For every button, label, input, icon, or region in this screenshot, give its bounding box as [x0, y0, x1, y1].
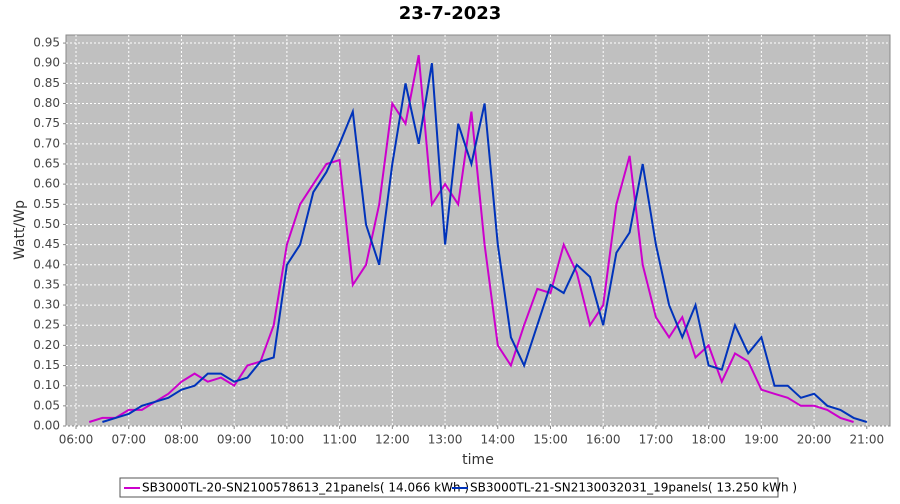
y-tick-label: 0.10 [33, 378, 60, 392]
legend-label: SB3000TL-21-SN2130032031_19panels( 13.25… [470, 481, 797, 495]
y-tick-label: 0.90 [33, 56, 60, 70]
y-tick-label: 0.20 [33, 338, 60, 352]
x-tick-label: 12:00 [375, 433, 410, 447]
y-tick-label: 0.05 [33, 398, 60, 412]
y-axis-label: Watt/Wp [12, 200, 28, 260]
series-line [88, 55, 854, 423]
x-tick-label: 07:00 [111, 433, 146, 447]
x-tick-label: 20:00 [797, 433, 832, 447]
y-tick-label: 0.45 [33, 237, 60, 251]
x-tick-label: 18:00 [691, 433, 726, 447]
y-tick-label: 0.80 [33, 96, 60, 110]
y-tick-label: 0.30 [33, 298, 60, 312]
series-line [102, 63, 868, 423]
y-tick-label: 0.95 [33, 36, 60, 50]
y-tick-label: 0.50 [33, 217, 60, 231]
y-tick-label: 0.55 [33, 197, 60, 211]
y-tick-label: 0.40 [33, 257, 60, 271]
chart-title: 23-7-2023 [399, 3, 502, 24]
x-tick-label: 14:00 [480, 433, 515, 447]
x-tick-label: 06:00 [59, 433, 94, 447]
y-tick-label: 0.25 [33, 318, 60, 332]
y-tick-label: 0.60 [33, 177, 60, 191]
x-tick-label: 16:00 [586, 433, 621, 447]
x-tick-label: 21:00 [850, 433, 885, 447]
y-tick-label: 0.75 [33, 116, 60, 130]
x-tick-label: 11:00 [322, 433, 357, 447]
x-tick-label: 17:00 [639, 433, 674, 447]
plot-area [65, 34, 891, 427]
legend [119, 477, 779, 498]
legend-label: SB3000TL-20-SN2100578613_21panels( 14.06… [142, 481, 469, 495]
y-tick-label: 0.85 [33, 76, 60, 90]
y-tick-label: 0.35 [33, 277, 60, 291]
x-tick-label: 13:00 [428, 433, 463, 447]
y-tick-label: 0.70 [33, 136, 60, 150]
x-tick-label: 19:00 [744, 433, 779, 447]
y-tick-label: 0.15 [33, 358, 60, 372]
x-tick-label: 09:00 [217, 433, 252, 447]
y-tick-label: 0.00 [33, 419, 60, 433]
x-tick-label: 10:00 [270, 433, 305, 447]
x-tick-label: 15:00 [533, 433, 568, 447]
y-tick-label: 0.65 [33, 156, 60, 170]
x-axis-label: time [462, 452, 494, 468]
x-tick-label: 08:00 [164, 433, 199, 447]
